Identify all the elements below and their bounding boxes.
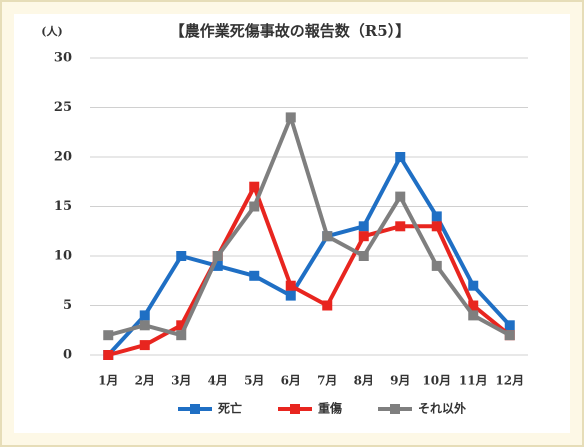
- marker: [176, 320, 187, 331]
- legend-label: それ以外: [418, 401, 466, 416]
- x-tick-label: 7月: [317, 374, 337, 388]
- marker: [103, 350, 114, 360]
- x-tick-label: 10月: [422, 374, 451, 388]
- marker: [395, 221, 406, 232]
- marker: [468, 310, 479, 321]
- series-line: [107, 184, 512, 357]
- y-tick-label: 20: [54, 150, 72, 165]
- marker: [285, 290, 296, 301]
- y-tick-label: 30: [54, 51, 72, 66]
- marker: [395, 152, 406, 162]
- series-line: [106, 155, 512, 357]
- x-tick-label: 11月: [459, 374, 488, 388]
- x-tick-label: 12月: [495, 374, 524, 388]
- legend-label: 重傷: [318, 401, 342, 416]
- x-tick-label: 2月: [135, 374, 155, 388]
- y-tick-label: 0: [63, 348, 72, 363]
- legend-label: 死亡: [218, 401, 242, 416]
- marker: [395, 191, 406, 202]
- marker: [504, 320, 515, 331]
- y-axis-label: (人): [41, 24, 62, 38]
- marker: [358, 221, 369, 232]
- x-tick-label: 8月: [354, 374, 374, 388]
- y-tick-label: 25: [54, 100, 72, 115]
- x-tick-label: 1月: [98, 374, 118, 388]
- marker: [504, 330, 515, 341]
- marker: [285, 112, 296, 123]
- marker: [431, 260, 442, 271]
- x-tick-label: 3月: [171, 374, 191, 388]
- marker: [212, 251, 223, 261]
- x-tick-label: 9月: [390, 374, 410, 388]
- marker: [139, 310, 150, 321]
- y-tick-label: 15: [54, 199, 72, 214]
- y-tick-label: 10: [54, 249, 72, 264]
- legend-marker: [290, 404, 300, 414]
- marker: [249, 201, 260, 212]
- marker: [431, 221, 442, 232]
- legend-marker: [390, 404, 400, 414]
- marker: [139, 340, 150, 351]
- marker: [468, 300, 479, 311]
- series-line: [107, 115, 511, 338]
- marker: [322, 231, 333, 242]
- x-tick-label: 6月: [281, 374, 301, 388]
- panel: [14, 14, 570, 433]
- marker: [358, 251, 369, 261]
- x-tick-label: 4月: [208, 374, 228, 388]
- x-tick-label: 5月: [244, 374, 264, 388]
- marker: [468, 280, 479, 291]
- marker: [176, 330, 187, 341]
- marker: [212, 260, 223, 271]
- marker: [431, 211, 442, 222]
- marker: [103, 330, 114, 341]
- marker: [358, 231, 369, 242]
- y-tick-label: 5: [63, 298, 72, 313]
- marker: [176, 251, 187, 261]
- chart-title: 【農作業死傷事故の報告数（R5）】: [170, 22, 410, 40]
- marker: [285, 280, 296, 291]
- legend-marker: [190, 404, 200, 414]
- marker: [322, 300, 333, 311]
- marker: [249, 181, 260, 192]
- marker: [139, 320, 150, 331]
- marker: [249, 270, 260, 281]
